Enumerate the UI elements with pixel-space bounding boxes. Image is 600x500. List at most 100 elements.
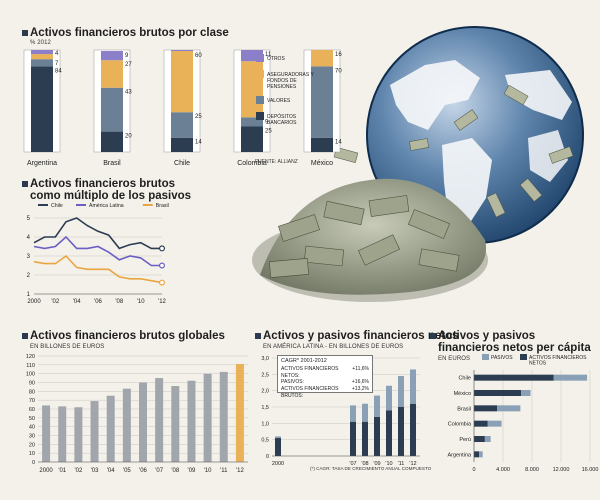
chart1-bar-segment bbox=[31, 59, 53, 67]
chart3-ytick-label: 120 bbox=[26, 354, 35, 360]
chart1-bar-segment bbox=[311, 137, 333, 152]
chart5-category-label: Brasil bbox=[457, 406, 471, 412]
title-marker-3 bbox=[22, 333, 28, 339]
chart4-bar-segment bbox=[386, 385, 392, 411]
money-globe-illustration bbox=[252, 26, 584, 302]
chart3-xtick-label: '01 bbox=[58, 468, 66, 474]
chart1-legend-label: DEPÓSITOS BANCARIOS bbox=[267, 113, 297, 126]
chart2-endpoint bbox=[159, 245, 166, 252]
chart1-legend-label: VALORES bbox=[267, 98, 291, 104]
chart5-category-label: Colombia bbox=[448, 422, 472, 428]
chart5-bar-segment bbox=[474, 420, 488, 427]
chart2-ytick-label: 3 bbox=[27, 254, 31, 260]
chart1-value-label: 14 bbox=[335, 140, 342, 146]
chart1-category-label: Argentina bbox=[27, 160, 57, 167]
chart2-ytick-label: 2 bbox=[27, 273, 31, 279]
chart1-bar-segment bbox=[171, 50, 193, 52]
chart4-bar-segment bbox=[350, 421, 356, 456]
cagr-title: CAGR* 2001-2012 bbox=[281, 358, 327, 364]
chart4-ytick-label: 0,5 bbox=[261, 438, 269, 444]
chart5-bar-segment bbox=[474, 436, 485, 442]
title-marker-2 bbox=[22, 181, 28, 187]
chart3-bar bbox=[74, 407, 83, 462]
chart4-bar-segment bbox=[398, 407, 404, 456]
chart3-ytick-label: 70 bbox=[29, 398, 35, 404]
chart1-bar-segment bbox=[241, 117, 263, 127]
chart1-legend-swatch bbox=[256, 96, 264, 104]
chart1-value-label: 4 bbox=[55, 51, 59, 57]
chart1-bar-segment bbox=[171, 137, 193, 152]
chart2-xtick-label: '08 bbox=[115, 299, 123, 305]
chart1-bar-segment bbox=[101, 131, 123, 152]
chart2-ytick-label: 4 bbox=[27, 235, 31, 241]
chart4-xtick-label: '10 bbox=[385, 461, 392, 467]
chart1-source: FUENTE: ALLIANZ bbox=[255, 159, 298, 165]
chart3-xtick-label: '03 bbox=[91, 468, 99, 474]
chart2-xtick-label: '06 bbox=[94, 299, 102, 305]
chart3-xtick-label: 2000 bbox=[39, 468, 53, 474]
chart5-bar-segment bbox=[484, 436, 491, 442]
chart5-plot: PASIVOS ACTIVOS FINANCIEROS NETOS 0 4.000 8.0… bbox=[447, 354, 598, 473]
cagr-row-label: ACTIVOS FINANCIEROS NETOS: bbox=[281, 365, 339, 379]
chart5-bar-segment bbox=[474, 405, 498, 412]
chart1-category-label: Chile bbox=[174, 160, 190, 167]
chart3-ytick-label: 110 bbox=[26, 363, 35, 369]
chart2-xtick-label: '12 bbox=[158, 299, 166, 305]
chart2-endpoint bbox=[159, 279, 166, 286]
chart3-xtick-label: '12 bbox=[236, 468, 244, 474]
cagr-row-label: ACTIVOS FINANCIEROS BRUTOS: bbox=[281, 386, 339, 399]
chart5-xtick-label: 0 bbox=[472, 467, 475, 473]
chart5-bar-segment bbox=[474, 451, 480, 458]
chart1-legend-swatch bbox=[256, 70, 264, 78]
chart1-bar-segment bbox=[101, 87, 123, 132]
title-marker-1 bbox=[22, 30, 28, 36]
chart1-bar-segment bbox=[31, 50, 53, 55]
cagr-row-label: PASIVOS: bbox=[281, 379, 304, 386]
chart3-plot: 0 10 20 30 40 50 60 70 80 90 100 110 120 2000 '01 '02 '0… bbox=[26, 354, 248, 474]
chart3-bar bbox=[42, 405, 51, 462]
chart2-ytick-label: 5 bbox=[27, 216, 31, 222]
chart3-ytick-label: 40 bbox=[29, 425, 35, 431]
chart4-bar-segment bbox=[410, 403, 416, 456]
cagr-row-value: +11,6% bbox=[352, 365, 369, 372]
chart4-subtitle: EN AMÉRICA LATINA - EN BILLONES DE EUROS bbox=[263, 344, 404, 350]
chart2-series-line bbox=[33, 254, 163, 284]
chart5-legend-label: ACTIVOS FINANCIEROS NETOS bbox=[529, 355, 587, 367]
chart3-bar bbox=[187, 380, 196, 462]
chart4-bar-segment bbox=[374, 395, 380, 417]
chart4-title: Activos y pasivos financieros netos bbox=[263, 330, 459, 342]
chart1-value-label: 84 bbox=[55, 68, 62, 74]
chart3-ytick-label: 80 bbox=[29, 389, 35, 395]
chart4-ytick-label: 2,5 bbox=[261, 372, 269, 378]
chart2-series-line bbox=[33, 217, 162, 250]
chart3-ytick-label: 30 bbox=[29, 434, 35, 440]
chart2-ytick-label: 1 bbox=[27, 292, 31, 298]
chart4-bar-segment bbox=[398, 375, 404, 407]
chart5-category-label: Argentina bbox=[447, 452, 471, 458]
chart3-ytick-label: 60 bbox=[29, 407, 35, 413]
chart3-xtick-label: '02 bbox=[74, 468, 82, 474]
chart4-ytick-label: 1,0 bbox=[261, 421, 269, 427]
chart5-bar-segment bbox=[521, 390, 531, 396]
chart3-xtick-label: '11 bbox=[220, 468, 228, 474]
chart5-bar-segment bbox=[479, 451, 483, 458]
flying-bills-icon bbox=[333, 84, 574, 218]
chart5-xtick-label: 8.000 bbox=[525, 467, 539, 473]
chart4-bar-segment bbox=[275, 436, 281, 439]
chart3-bar bbox=[155, 378, 164, 462]
cagr-row: ACTIVOS FINANCIEROS NETOS: +11,6% bbox=[281, 366, 369, 380]
money-pile-icon bbox=[252, 178, 488, 302]
chart3-bar bbox=[106, 395, 115, 462]
chart1-subtitle: % 2012 bbox=[30, 40, 51, 46]
cagr-row: PASIVOS: +16,6% bbox=[281, 379, 369, 386]
chart2-endpoint bbox=[159, 262, 166, 269]
chart2-xtick-label: '02 bbox=[51, 299, 59, 305]
chart5-category-label: México bbox=[454, 391, 471, 397]
title-marker-4 bbox=[255, 333, 261, 339]
chart3-ytick-label: 50 bbox=[29, 416, 35, 422]
chart4-footnote: (*) CAGR: TASA DE CRECIMIENTO ANUAL COMP… bbox=[310, 466, 432, 471]
chart1-bar-segment bbox=[171, 51, 193, 113]
chart3-bar bbox=[122, 388, 131, 462]
chart1-value-label: 60 bbox=[195, 53, 202, 59]
chart1-bar-segment bbox=[101, 60, 123, 88]
